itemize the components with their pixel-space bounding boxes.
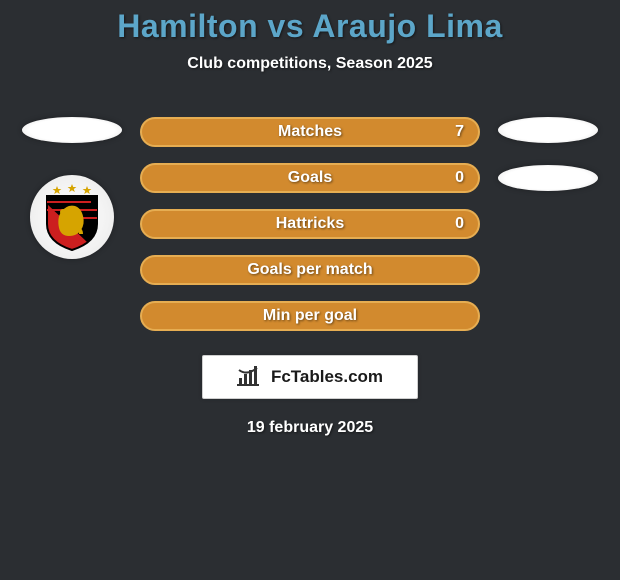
left-column	[22, 117, 122, 259]
middle-row: Matches 7 Goals 0 Hattricks 0 Goals per …	[0, 117, 620, 331]
stat-bar-goals-per-match: Goals per match	[140, 255, 480, 285]
page-subtitle: Club competitions, Season 2025	[187, 55, 432, 73]
stat-bar-goals: Goals 0	[140, 163, 480, 193]
stats-column: Matches 7 Goals 0 Hattricks 0 Goals per …	[140, 117, 480, 331]
left-ellipse	[22, 117, 122, 143]
shield-icon	[37, 182, 107, 252]
stat-label: Matches	[278, 123, 342, 141]
stat-bar-matches: Matches 7	[140, 117, 480, 147]
source-text: FcTables.com	[271, 367, 383, 387]
right-ellipse-2	[498, 165, 598, 191]
infographic-container: Hamilton vs Araujo Lima Club competition…	[0, 0, 620, 437]
stat-right-value: 7	[455, 123, 464, 141]
left-team-badge	[30, 175, 114, 259]
source-attribution[interactable]: FcTables.com	[202, 355, 418, 399]
stat-label: Hattricks	[276, 215, 344, 233]
date-label: 19 february 2025	[247, 419, 373, 437]
stat-label: Goals per match	[247, 261, 372, 279]
stars-icon	[53, 184, 92, 194]
lion-icon	[58, 206, 83, 236]
stat-right-value: 0	[455, 215, 464, 233]
stat-label: Min per goal	[263, 307, 357, 325]
bar-chart-icon	[237, 366, 265, 388]
stat-bar-hattricks: Hattricks 0	[140, 209, 480, 239]
right-column	[498, 117, 598, 191]
right-ellipse-1	[498, 117, 598, 143]
stat-right-value: 0	[455, 169, 464, 187]
page-title: Hamilton vs Araujo Lima	[117, 8, 503, 45]
stat-bar-min-per-goal: Min per goal	[140, 301, 480, 331]
stat-label: Goals	[288, 169, 332, 187]
